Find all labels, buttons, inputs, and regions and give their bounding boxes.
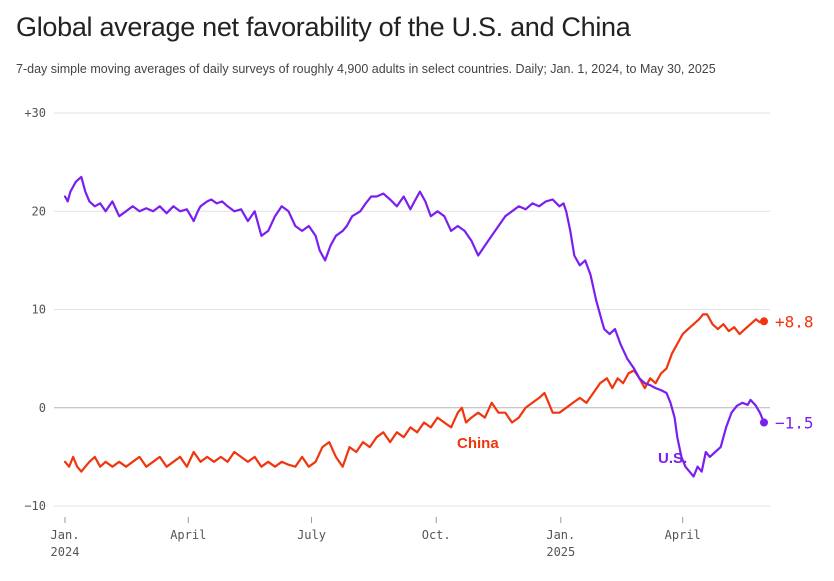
chart-title: Global average net favorability of the U… xyxy=(16,12,631,42)
y-tick-label: 10 xyxy=(32,303,46,317)
us-series-label: U.S. xyxy=(658,450,687,467)
china-series-line xyxy=(63,313,766,473)
x-tick-year-label: 2024 xyxy=(51,545,80,559)
y-tick-label: −10 xyxy=(24,499,46,513)
y-tick-label: 0 xyxy=(39,401,46,415)
series-lines xyxy=(63,175,768,478)
series-labels: +8.8 −1.5 China U.S. xyxy=(457,312,814,467)
x-tick-label: April xyxy=(665,528,701,542)
x-tick-label: Jan. xyxy=(51,528,80,542)
x-tick-label: July xyxy=(297,528,326,542)
us-end-value-label: −1.5 xyxy=(775,413,814,432)
china-end-point xyxy=(760,317,768,326)
x-tick-label: Jan. xyxy=(546,528,575,542)
x-tick-year-label: 2025 xyxy=(546,545,575,559)
china-end-value-label: +8.8 xyxy=(775,312,814,331)
y-axis-ticks: +30 20 10 0 −10 xyxy=(24,106,46,513)
china-series-label: China xyxy=(457,435,499,452)
y-tick-label: +30 xyxy=(24,106,46,120)
x-axis-ticks: Jan. 2024 April July Oct. Jan. 2025 April xyxy=(51,517,701,559)
us-end-point xyxy=(760,418,768,427)
x-tick-label: April xyxy=(170,528,206,542)
x-tick-label: Oct. xyxy=(422,528,451,542)
chart-subtitle: 7-day simple moving averages of daily su… xyxy=(16,62,716,76)
y-tick-label: 20 xyxy=(32,204,46,218)
gridlines xyxy=(54,112,770,507)
us-series-line xyxy=(63,175,766,478)
